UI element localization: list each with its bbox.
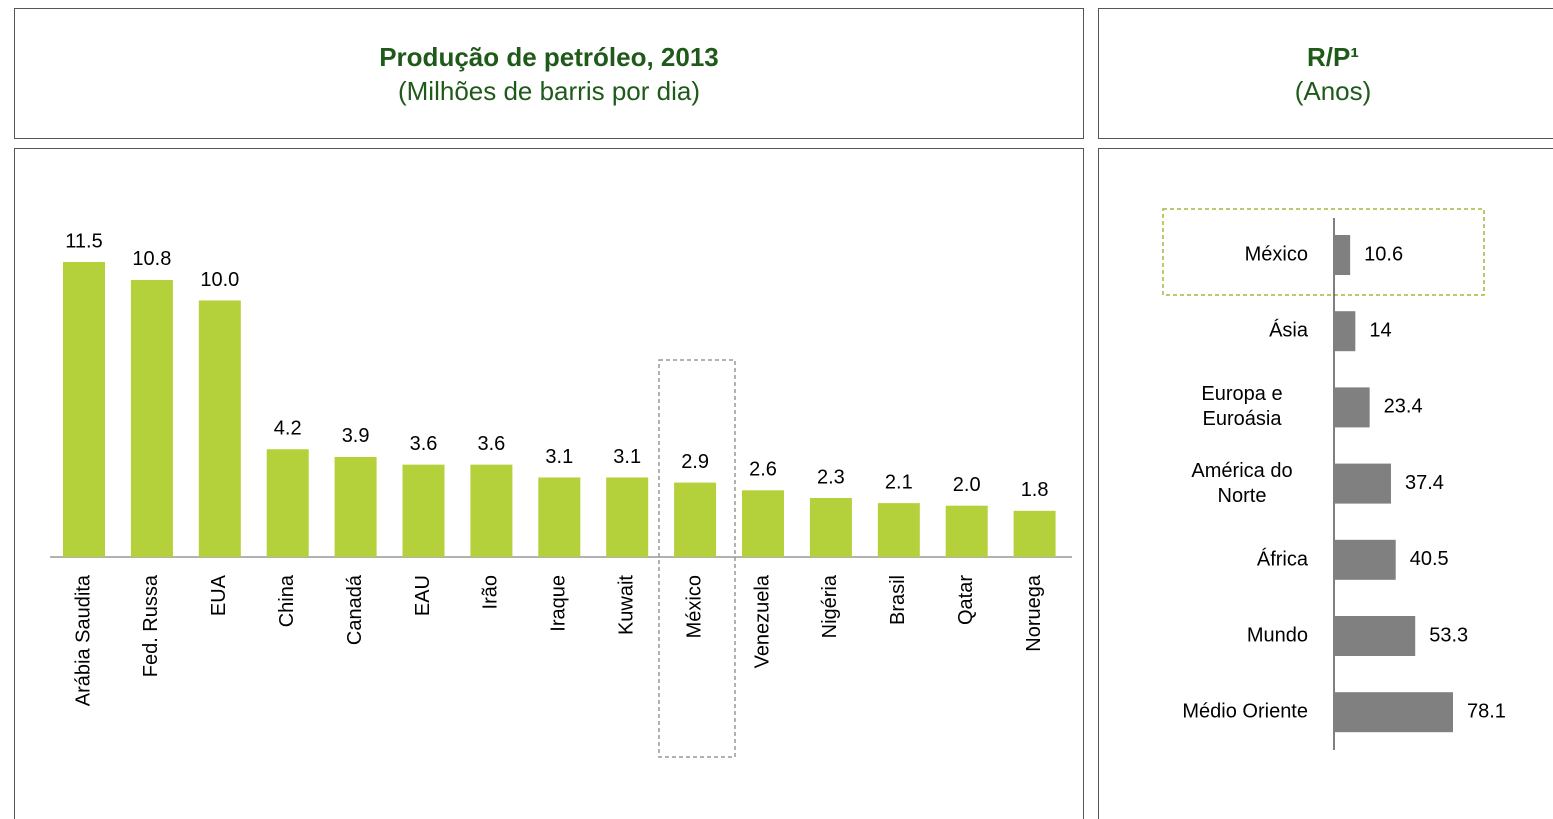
value-label: 2.9 — [681, 451, 709, 473]
value-label: 1.8 — [1021, 479, 1049, 501]
value-label: 14 — [1369, 319, 1391, 341]
bar — [63, 262, 105, 557]
value-label: 3.1 — [613, 446, 641, 468]
x-tick-label: EAU — [412, 575, 434, 616]
value-label: 23.4 — [1384, 396, 1423, 418]
bar — [402, 464, 445, 557]
x-tick-label: Qatar — [955, 575, 977, 625]
x-tick-label: China — [276, 574, 298, 627]
chart-subtitle: (Anos) — [1294, 75, 1372, 106]
value-label: 10.6 — [1364, 243, 1403, 265]
x-tick-label: Arábia Saudita — [72, 574, 94, 706]
y-tick-label: África — [1256, 548, 1308, 571]
x-tick-label: Fed. Russa — [140, 574, 162, 677]
left-header: Produção de petróleo, 2013 (Milhões de b… — [14, 8, 1084, 139]
bar — [809, 498, 852, 557]
bar — [945, 505, 988, 557]
y-tick-label: México — [1244, 243, 1308, 266]
bar — [1013, 510, 1056, 557]
value-label: 4.2 — [274, 418, 302, 440]
bar — [1334, 463, 1391, 504]
bar — [1334, 311, 1356, 352]
value-label: 11.5 — [65, 230, 102, 252]
y-tick-label: Europa e Euroásia — [1201, 383, 1283, 431]
y-tick-label: Mundo — [1246, 624, 1308, 647]
y-tick-label: América do Norte — [1191, 459, 1293, 507]
bar — [198, 300, 241, 557]
bar — [1334, 616, 1416, 656]
value-label: 2.1 — [885, 471, 913, 493]
chart-title: Produção de petróleo, 2013 — [379, 41, 719, 72]
right-header: R/P¹ (Anos) — [1098, 8, 1553, 139]
value-label: 3.1 — [545, 446, 573, 468]
value-label: 53.3 — [1429, 624, 1468, 646]
value-label: 78.1 — [1467, 700, 1506, 722]
x-tick-label: Irão — [480, 575, 502, 609]
value-label: 2.3 — [817, 466, 845, 488]
bar — [606, 477, 649, 557]
value-label: 3.9 — [342, 425, 370, 447]
y-tick-label: Ásia — [1269, 319, 1308, 342]
value-label: 2.6 — [749, 459, 777, 481]
bar — [130, 279, 173, 557]
value-label: 37.4 — [1405, 472, 1444, 494]
x-tick-label: Canadá — [344, 574, 366, 645]
x-tick-label: Brasil — [887, 575, 909, 625]
chart-subtitle: (Milhões de barris por dia) — [397, 75, 700, 106]
bar — [1334, 387, 1370, 428]
x-tick-label: Iraque — [548, 575, 570, 632]
value-label: 2.0 — [953, 474, 981, 496]
value-label: 10.8 — [132, 248, 171, 270]
x-tick-label: México — [683, 575, 705, 638]
bar — [266, 449, 309, 557]
bar — [877, 503, 920, 557]
bar — [742, 490, 784, 557]
highlight-box — [1162, 208, 1485, 296]
bar — [1334, 235, 1351, 275]
bar — [1334, 692, 1453, 733]
bar — [1334, 539, 1396, 580]
right-panel — [1098, 148, 1553, 819]
x-tick-label: Kuwait — [615, 575, 637, 635]
value-label: 10.0 — [200, 269, 239, 291]
highlight-box — [658, 359, 736, 758]
bar — [674, 482, 717, 557]
value-label: 3.6 — [410, 433, 438, 455]
x-tick-label: Nigéria — [819, 574, 841, 638]
bar — [538, 477, 581, 557]
bar — [334, 456, 377, 557]
value-label: 3.6 — [477, 433, 505, 455]
chart-title: R/P¹ — [1307, 41, 1359, 72]
y-tick-label: Médio Oriente — [1182, 700, 1308, 723]
bar — [470, 464, 513, 557]
value-label: 40.5 — [1410, 548, 1449, 570]
x-tick-label: EUA — [208, 574, 230, 616]
left-panel — [14, 148, 1084, 819]
x-tick-label: Venezuela — [751, 574, 773, 668]
x-tick-label: Noruega — [1023, 574, 1045, 652]
